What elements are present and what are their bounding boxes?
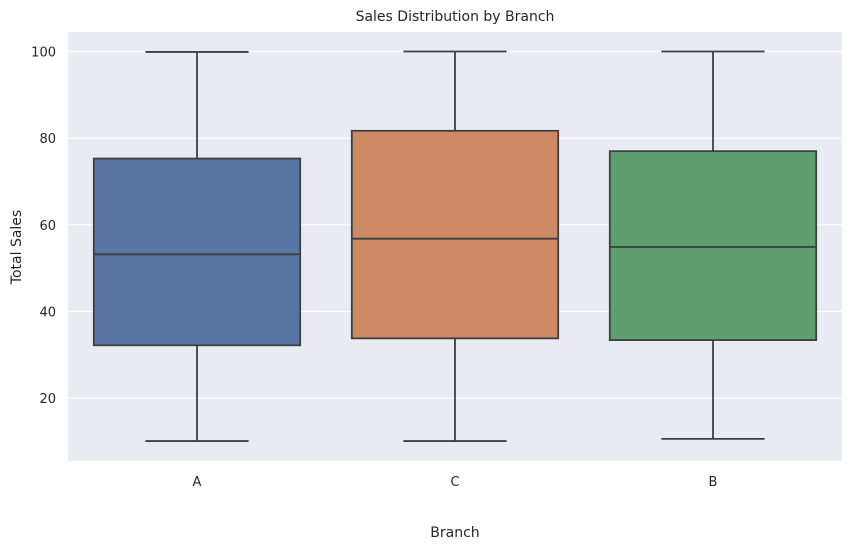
y-tick-label-20: 20 [39, 392, 56, 407]
y-tick-label-80: 80 [39, 132, 56, 147]
box-B [608, 50, 818, 440]
y-tick-label-100: 100 [31, 46, 56, 61]
chart-title: Sales Distribution by Branch [356, 9, 555, 25]
iqr-box-B [608, 150, 818, 342]
iqr-box-C [350, 129, 560, 340]
iqr-box-A [92, 157, 302, 347]
y-tick-label-60: 60 [39, 219, 56, 234]
x-tick-label-C: C [450, 475, 459, 490]
box-group [92, 50, 818, 442]
box-C [350, 50, 560, 442]
box-A [92, 51, 302, 442]
y-tick-label-40: 40 [39, 306, 56, 321]
x-tick-label-A: A [193, 475, 202, 490]
x-axis-label: Branch [430, 525, 479, 541]
y-axis-label: Total Sales [9, 210, 25, 285]
x-tick-label-B: B [709, 475, 718, 490]
y-tick-labels: 20 40 60 80 100 [31, 46, 56, 408]
